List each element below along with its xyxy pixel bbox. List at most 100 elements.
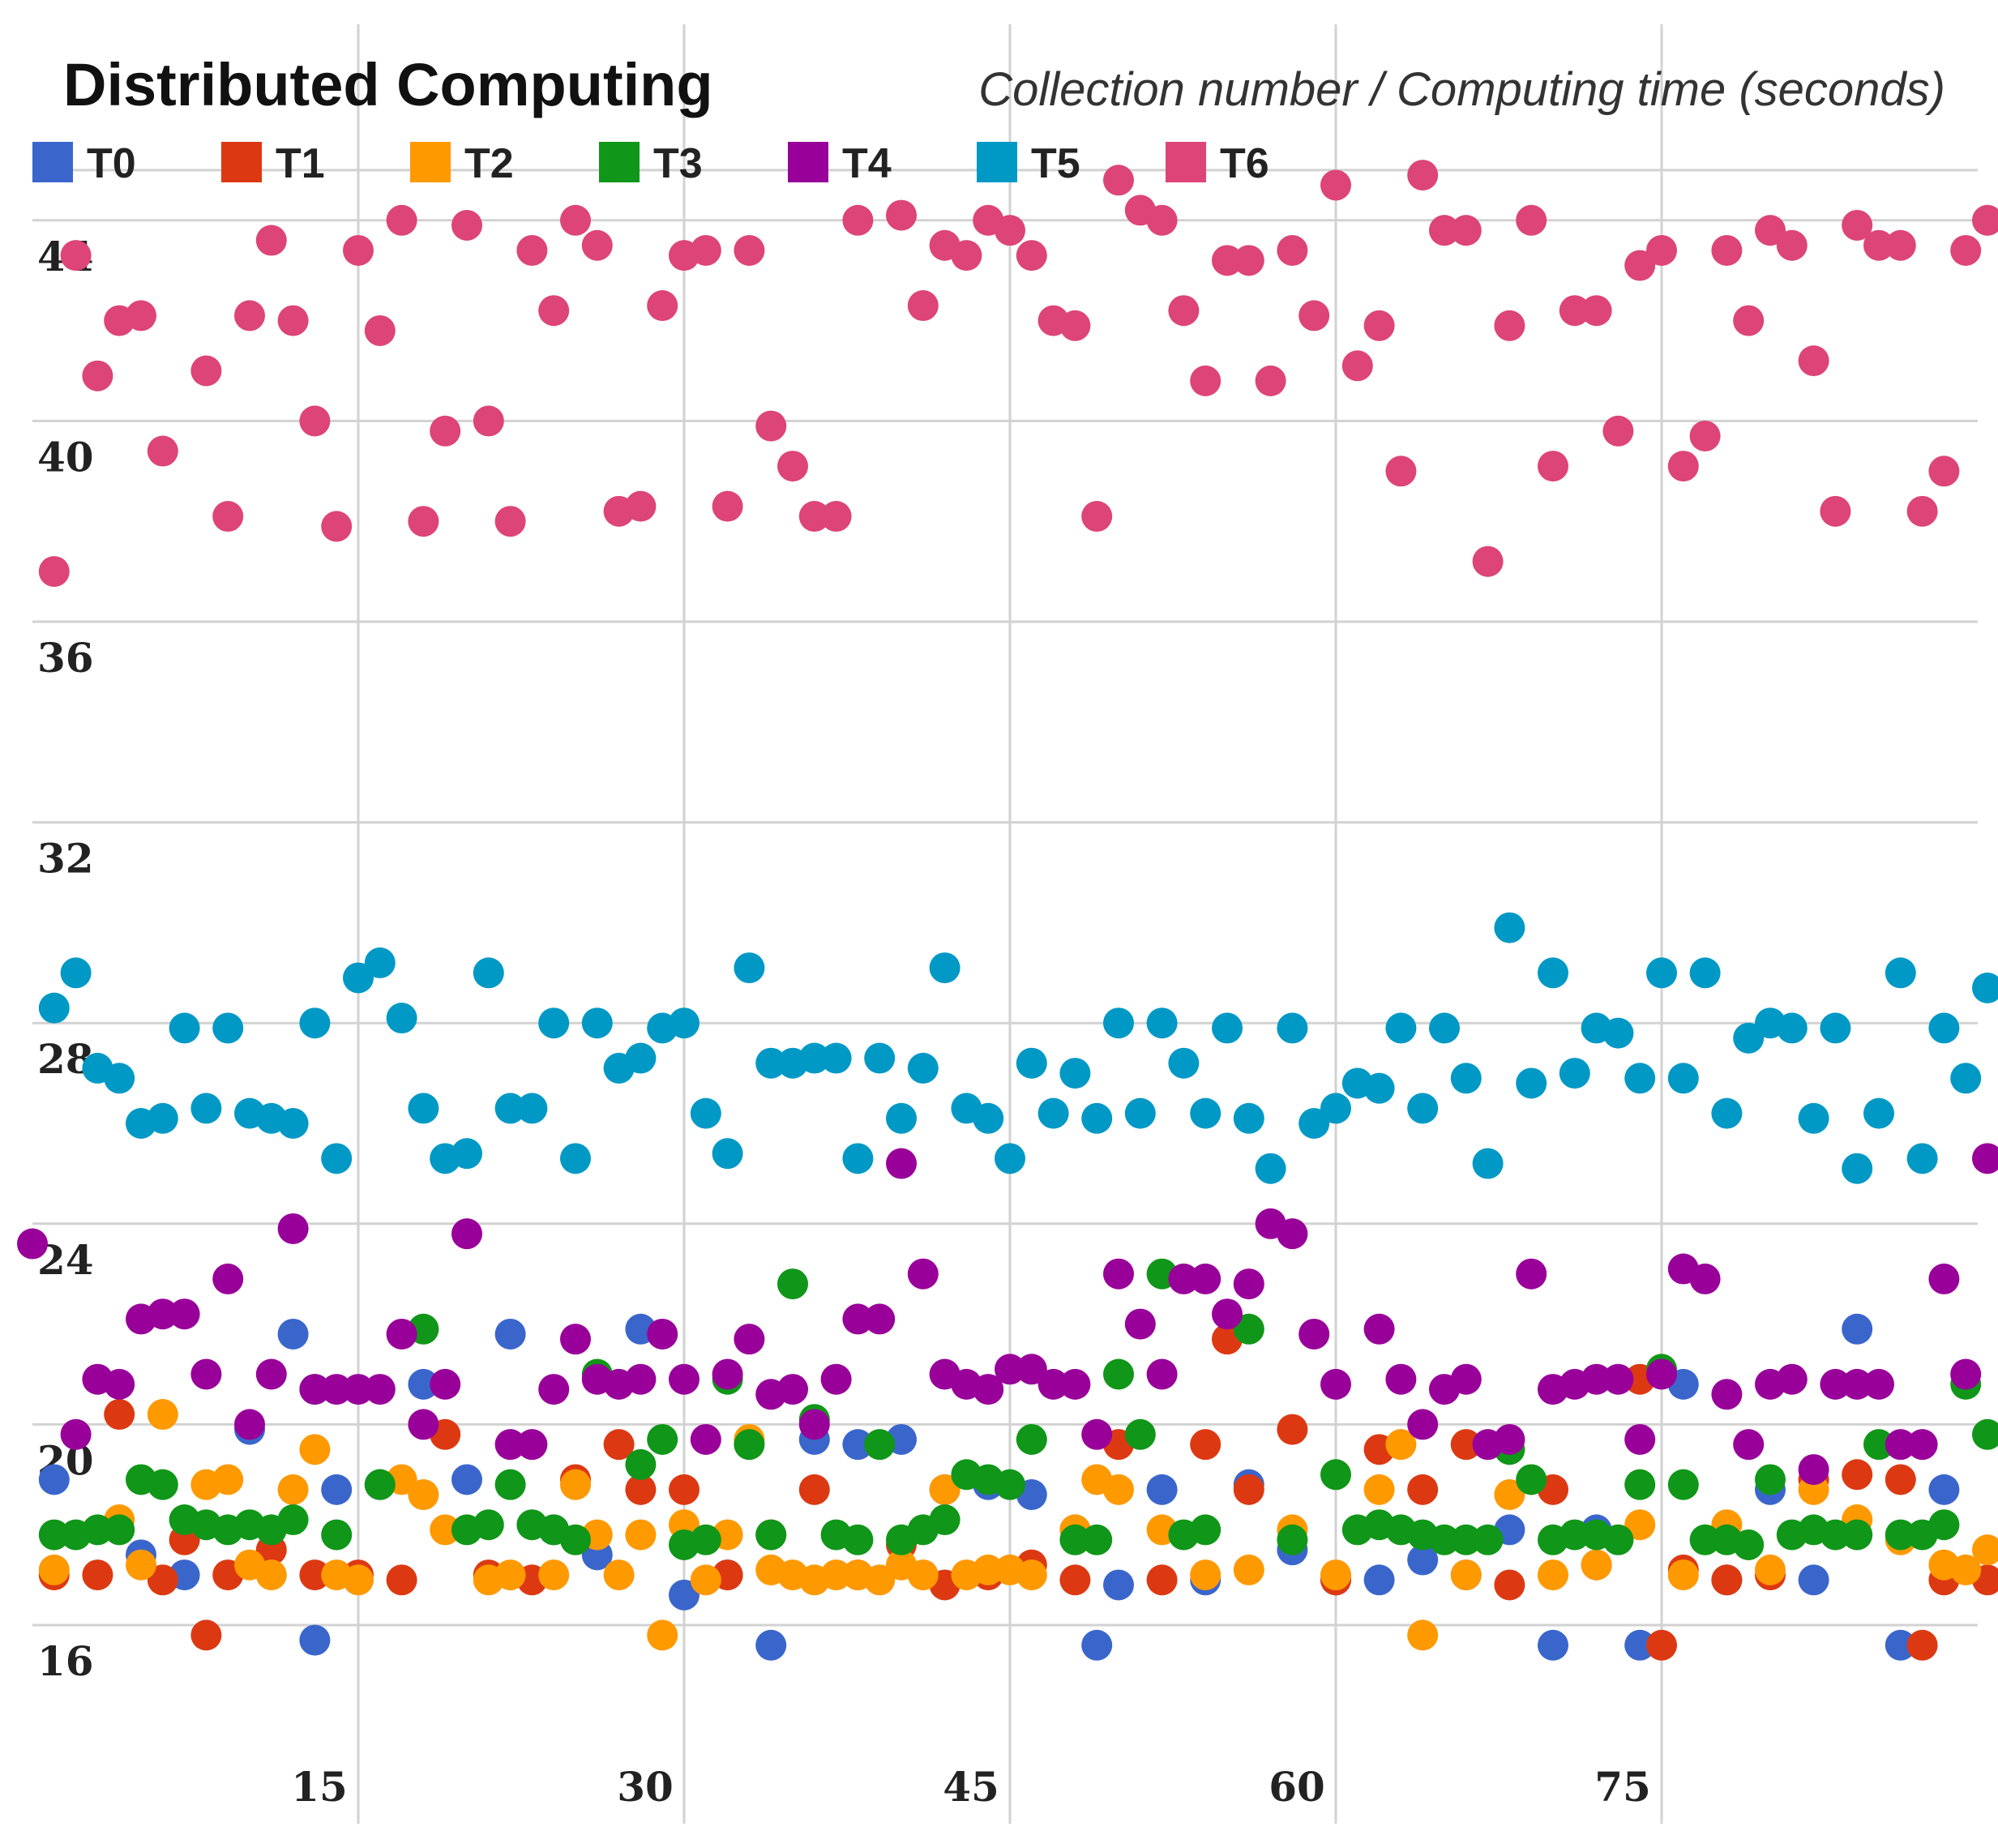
- data-point: [1450, 1559, 1482, 1591]
- data-point: [1190, 365, 1221, 396]
- data-point: [1842, 1459, 1873, 1491]
- data-point: [1842, 1519, 1873, 1551]
- data-point: [1538, 957, 1568, 989]
- data-point: [277, 1474, 309, 1505]
- data-point: [1103, 1569, 1134, 1601]
- data-point: [1472, 1524, 1504, 1555]
- data-point: [820, 1042, 852, 1074]
- data-point: [973, 1374, 1004, 1405]
- data-point: [820, 501, 852, 533]
- data-point: [1667, 1559, 1699, 1591]
- data-point: [820, 1559, 852, 1591]
- data-point: [1429, 1012, 1460, 1044]
- data-point: [1972, 1418, 1998, 1450]
- data-point: [1538, 451, 1568, 482]
- data-point: [1450, 1063, 1482, 1094]
- data-point: [842, 204, 874, 236]
- data-point: [190, 355, 222, 387]
- data-point: [299, 1434, 331, 1465]
- data-point: [1863, 1368, 1894, 1400]
- data-point: [190, 1358, 222, 1390]
- data-point: [1602, 1524, 1634, 1555]
- data-point: [1407, 1093, 1439, 1124]
- data-point: [864, 1429, 896, 1461]
- data-point: [1667, 451, 1699, 482]
- data-point: [1624, 1063, 1656, 1094]
- data-point: [1059, 1564, 1091, 1596]
- data-point: [1407, 1619, 1439, 1651]
- data-point: [234, 1409, 265, 1440]
- data-point: [494, 1429, 526, 1461]
- data-point: [430, 1368, 461, 1400]
- data-point: [1277, 1012, 1308, 1044]
- data-point: [408, 1479, 439, 1511]
- data-point: [299, 1624, 331, 1656]
- data-point: [82, 1559, 113, 1591]
- data-point: [1103, 1358, 1134, 1390]
- data-point: [1776, 1363, 1808, 1395]
- data-point: [1733, 1429, 1765, 1461]
- data-point: [364, 314, 396, 346]
- data-point: [669, 1363, 700, 1395]
- data-point: [798, 1042, 830, 1074]
- data-point: [1233, 1313, 1264, 1345]
- data-point: [1320, 1093, 1351, 1124]
- data-point: [343, 1374, 374, 1405]
- data-point: [842, 1143, 874, 1174]
- data-point: [603, 1559, 635, 1591]
- data-point: [690, 1564, 721, 1596]
- data-point: [1450, 1429, 1482, 1461]
- data-point: [1450, 1524, 1482, 1555]
- data-point: [1689, 1524, 1721, 1555]
- y-tick-label: 36: [37, 634, 94, 682]
- data-point: [1798, 345, 1829, 377]
- data-point: [494, 1469, 526, 1500]
- data-point: [1385, 456, 1417, 487]
- data-point: [1233, 1554, 1264, 1585]
- data-point: [929, 1504, 960, 1536]
- data-point: [690, 1423, 721, 1455]
- data-point: [1711, 234, 1743, 266]
- data-point: [451, 1218, 482, 1250]
- data-point: [299, 405, 331, 437]
- legend-swatch-t2: [410, 142, 451, 182]
- data-point: [755, 410, 787, 442]
- data-point: [1798, 1454, 1829, 1486]
- legend-swatch-t5: [977, 142, 1017, 182]
- data-point: [1341, 350, 1373, 382]
- data-point: [1363, 1313, 1395, 1345]
- data-point: [1233, 1268, 1264, 1300]
- data-point: [1733, 305, 1765, 336]
- data-point: [1233, 245, 1264, 276]
- data-point: [364, 1374, 396, 1405]
- data-point: [1559, 295, 1590, 327]
- data-point: [104, 1063, 135, 1094]
- data-point: [1689, 957, 1721, 989]
- data-point: [560, 1469, 591, 1500]
- data-point: [1755, 1464, 1786, 1495]
- data-point: [1516, 1464, 1547, 1495]
- data-point: [1429, 215, 1460, 246]
- data-point: [1103, 1258, 1134, 1290]
- data-point: [1624, 1509, 1656, 1541]
- data-point: [364, 947, 396, 978]
- data-point: [1168, 1047, 1200, 1079]
- data-point: [1733, 1529, 1765, 1560]
- data-point: [842, 1429, 874, 1461]
- data-point: [1863, 1429, 1894, 1461]
- data-point: [1885, 957, 1916, 989]
- data-point: [1407, 1409, 1439, 1440]
- data-point: [1494, 1479, 1525, 1511]
- data-point: [1928, 1474, 1960, 1505]
- data-point: [169, 1012, 200, 1044]
- data-point: [625, 1519, 657, 1551]
- data-point: [147, 1102, 178, 1134]
- data-point: [1016, 1047, 1047, 1079]
- data-point: [234, 300, 265, 332]
- data-point: [1538, 1559, 1568, 1591]
- data-point: [1472, 1148, 1504, 1179]
- data-point: [1277, 234, 1308, 266]
- data-point: [973, 1102, 1004, 1134]
- data-point: [625, 1474, 657, 1505]
- data-point: [1863, 229, 1894, 261]
